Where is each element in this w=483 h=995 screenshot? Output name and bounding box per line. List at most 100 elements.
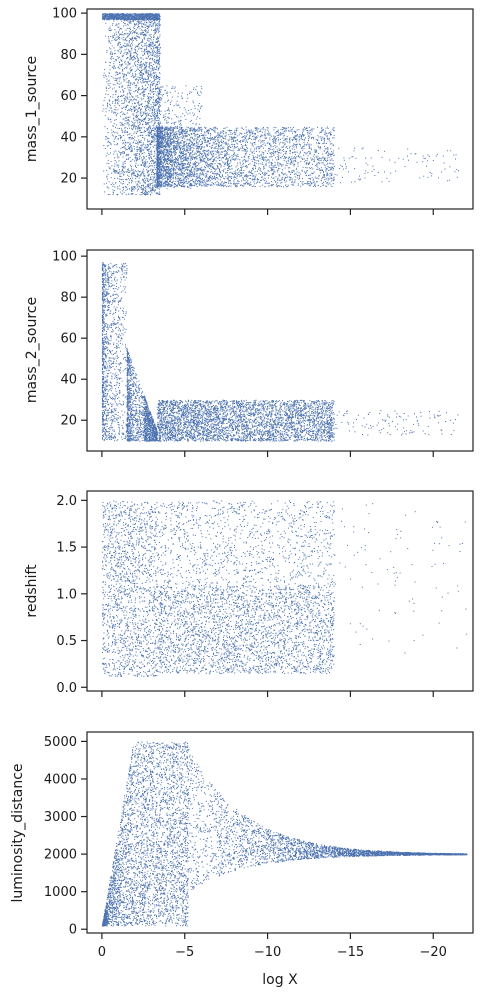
scatter-point	[135, 110, 136, 111]
scatter-point	[119, 87, 120, 88]
scatter-point	[152, 110, 153, 111]
scatter-point	[130, 72, 131, 73]
scatter-point	[142, 145, 143, 146]
scatter-point	[150, 24, 151, 25]
scatter-point	[138, 185, 139, 186]
scatter-point	[115, 110, 116, 111]
scatter-point	[145, 186, 146, 187]
scatter-point	[146, 47, 147, 48]
scatter-point	[152, 138, 153, 139]
scatter-point	[118, 139, 119, 140]
scatter-point	[153, 70, 154, 71]
scatter-point	[106, 177, 107, 178]
scatter-point	[150, 110, 151, 111]
scatter-point	[149, 192, 150, 193]
scatter-point	[153, 68, 154, 69]
scatter-point	[153, 69, 154, 70]
scatter-point	[129, 22, 130, 23]
scatter-point	[118, 58, 119, 59]
scatter-point	[154, 34, 155, 35]
scatter-point	[141, 192, 142, 193]
scatter-point	[136, 115, 137, 116]
scatter-point	[123, 90, 124, 91]
scatter-point	[151, 25, 152, 26]
scatter-point	[141, 98, 142, 99]
scatter-point	[133, 106, 134, 107]
scatter-point	[116, 170, 117, 171]
scatter-point	[159, 27, 160, 28]
scatter-point	[110, 54, 111, 55]
scatter-point	[129, 31, 130, 32]
scatter-point	[150, 144, 151, 145]
scatter-point	[144, 38, 145, 39]
scatter-point	[116, 71, 117, 72]
scatter-point	[107, 179, 108, 180]
scatter-point	[154, 167, 155, 168]
scatter-point	[111, 173, 112, 174]
scatter-point	[108, 29, 109, 30]
scatter-point	[127, 120, 128, 121]
scatter-point	[151, 134, 152, 135]
scatter-point	[153, 162, 154, 163]
scatter-point	[110, 43, 111, 44]
scatter-point	[142, 160, 143, 161]
scatter-point	[152, 171, 153, 172]
scatter-point	[142, 40, 143, 41]
scatter-point	[152, 109, 153, 110]
scatter-point	[123, 171, 124, 172]
scatter-point	[115, 67, 116, 68]
scatter-point	[119, 179, 120, 180]
scatter-point	[108, 83, 109, 84]
scatter-point	[155, 104, 156, 105]
scatter-point	[148, 141, 149, 142]
scatter-point	[122, 96, 123, 97]
scatter-point	[153, 104, 154, 105]
scatter-point	[119, 176, 120, 177]
scatter-point	[141, 42, 142, 43]
scatter-point	[150, 151, 151, 152]
scatter-point	[150, 122, 151, 123]
scatter-point	[128, 125, 129, 126]
scatter-point	[142, 88, 143, 89]
scatter-point	[123, 25, 124, 26]
scatter-point	[139, 181, 140, 182]
scatter-point	[140, 81, 141, 82]
scatter-point	[127, 87, 128, 88]
scatter-point	[134, 132, 135, 133]
scatter-point	[154, 78, 155, 79]
scatter-point	[119, 105, 120, 106]
scatter-point	[139, 142, 140, 143]
scatter-point	[134, 146, 135, 147]
scatter-point	[105, 126, 106, 127]
scatter-point	[146, 63, 147, 64]
scatter-point	[133, 40, 134, 41]
scatter-point	[111, 130, 112, 131]
scatter-point	[143, 169, 144, 170]
scatter-point	[121, 173, 122, 174]
scatter-point	[148, 166, 149, 167]
scatter-point	[157, 23, 158, 24]
scatter-point	[122, 56, 123, 57]
scatter-point	[136, 56, 137, 57]
scatter-point	[154, 67, 155, 68]
scatter-point	[157, 102, 158, 103]
scatter-point	[124, 68, 125, 69]
scatter-point	[153, 77, 154, 78]
scatter-point	[145, 180, 146, 181]
scatter-point	[147, 87, 148, 88]
scatter-point	[148, 72, 149, 73]
scatter-point	[128, 46, 129, 47]
scatter-point	[143, 174, 144, 175]
scatter-point	[127, 94, 128, 95]
scatter-point	[119, 171, 120, 172]
scatter-point	[158, 41, 159, 42]
scatter-point	[159, 102, 160, 103]
scatter-point	[152, 67, 153, 68]
scatter-point	[152, 54, 153, 55]
scatter-point	[130, 45, 131, 46]
scatter-point	[117, 102, 118, 103]
scatter-point	[149, 158, 150, 159]
scatter-point	[153, 99, 154, 100]
scatter-point	[132, 181, 133, 182]
